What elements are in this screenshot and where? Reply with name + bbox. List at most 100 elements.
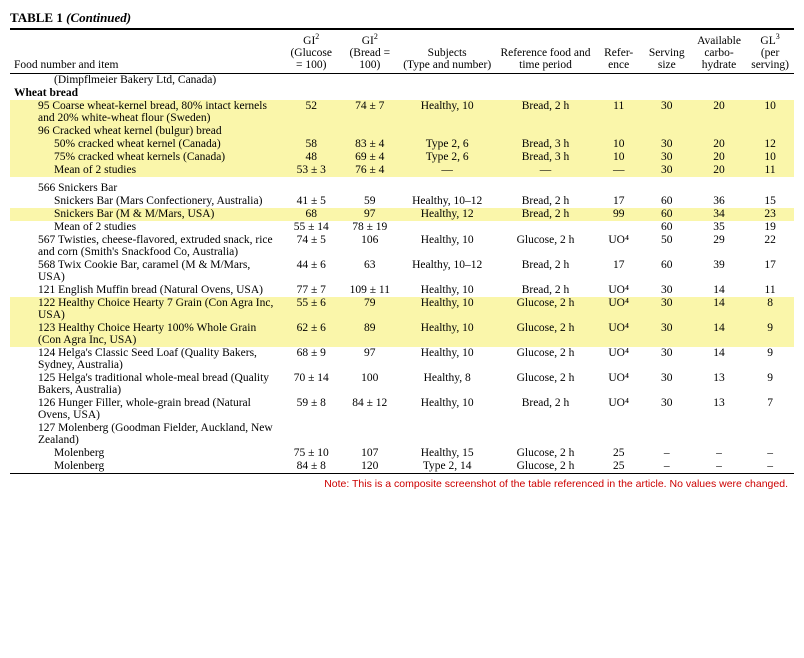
row-cell: 14 [692, 347, 746, 372]
row-cell: 13 [692, 397, 746, 422]
row-item: Mean of 2 studies [10, 164, 282, 177]
row-cell: Bread, 2 h [495, 208, 595, 221]
row-cell: 30 [642, 397, 692, 422]
row-cell [746, 182, 794, 195]
row-cell: 99 [596, 208, 642, 221]
th-serving: Serving size [642, 29, 692, 73]
table-row: 567 Twisties, cheese-flavored, extruded … [10, 234, 794, 259]
row-cell: Bread, 2 h [495, 397, 595, 422]
row-cell: UO⁴ [596, 234, 642, 259]
row-cell: 22 [746, 234, 794, 259]
row-cell [495, 221, 595, 234]
row-cell: 10 [596, 151, 642, 164]
table-row: 125 Helga's traditional whole-meal bread… [10, 372, 794, 397]
row-cell [596, 422, 642, 447]
row-cell [282, 87, 341, 100]
row-cell [642, 125, 692, 138]
row-cell: 15 [746, 195, 794, 208]
row-cell: 89 [341, 322, 400, 347]
table-row: 95 Coarse wheat-kernel bread, 80% intact… [10, 100, 794, 125]
row-cell [692, 182, 746, 195]
row-cell [746, 87, 794, 100]
footnote: Note: This is a composite screenshot of … [10, 478, 794, 490]
row-cell: 10 [746, 151, 794, 164]
row-cell: 23 [746, 208, 794, 221]
table-row: 126 Hunger Filler, whole-grain bread (Na… [10, 397, 794, 422]
row-cell: Glucose, 2 h [495, 234, 595, 259]
row-cell: 60 [642, 195, 692, 208]
row-cell: 109 ± 11 [341, 284, 400, 297]
row-item: 123 Healthy Choice Hearty 100% Whole Gra… [10, 322, 282, 347]
row-cell: 55 ± 6 [282, 297, 341, 322]
row-item: 124 Helga's Classic Seed Loaf (Quality B… [10, 347, 282, 372]
row-cell: 25 [596, 447, 642, 460]
row-cell: Type 2, 14 [399, 460, 495, 474]
table-row: 566 Snickers Bar [10, 182, 794, 195]
row-cell: 62 ± 6 [282, 322, 341, 347]
row-cell: 34 [692, 208, 746, 221]
row-cell [642, 87, 692, 100]
row-cell: 11 [596, 100, 642, 125]
row-cell: Healthy, 10–12 [399, 259, 495, 284]
row-cell: 84 ± 8 [282, 460, 341, 474]
row-cell: Healthy, 10 [399, 297, 495, 322]
table-row: Mean of 2 studies55 ± 1478 ± 19603519 [10, 221, 794, 234]
th-gi-bread: GI2(Bread = 100) [341, 29, 400, 73]
row-cell: Glucose, 2 h [495, 322, 595, 347]
th-ref: Refer-ence [596, 29, 642, 73]
row-cell: 44 ± 6 [282, 259, 341, 284]
row-item: 95 Coarse wheat-kernel bread, 80% intact… [10, 100, 282, 125]
row-cell: – [692, 447, 746, 460]
row-item: 75% cracked wheat kernels (Canada) [10, 151, 282, 164]
row-cell: 50 [642, 234, 692, 259]
table-row: Wheat bread [10, 87, 794, 100]
row-cell: 11 [746, 284, 794, 297]
row-cell: 30 [642, 100, 692, 125]
row-cell: 74 ± 7 [341, 100, 400, 125]
row-cell [596, 221, 642, 234]
row-cell [282, 73, 341, 87]
row-cell: Glucose, 2 h [495, 347, 595, 372]
row-cell: Healthy, 10 [399, 347, 495, 372]
title-suffix: (Continued) [66, 10, 131, 25]
row-cell: 20 [692, 164, 746, 177]
row-cell: 30 [642, 164, 692, 177]
row-cell: 10 [596, 138, 642, 151]
row-cell: 68 [282, 208, 341, 221]
row-cell: 30 [642, 138, 692, 151]
row-cell: 14 [692, 297, 746, 322]
row-item: (Dimpflmeier Bakery Ltd, Canada) [10, 73, 282, 87]
row-cell [282, 125, 341, 138]
th-food: Food number and item [10, 29, 282, 73]
row-cell: 74 ± 5 [282, 234, 341, 259]
row-cell: 30 [642, 297, 692, 322]
row-cell: 30 [642, 284, 692, 297]
row-cell: 68 ± 9 [282, 347, 341, 372]
row-cell: 14 [692, 284, 746, 297]
row-item: 121 English Muffin bread (Natural Ovens,… [10, 284, 282, 297]
row-cell [495, 73, 595, 87]
row-cell: Healthy, 10 [399, 234, 495, 259]
row-cell: UO⁴ [596, 297, 642, 322]
row-cell [642, 422, 692, 447]
row-cell: 60 [642, 259, 692, 284]
row-item: 568 Twix Cookie Bar, caramel (M & M/Mars… [10, 259, 282, 284]
th-carbo: Available carbo-hydrate [692, 29, 746, 73]
row-item: Wheat bread [10, 87, 282, 100]
row-cell: 20 [692, 100, 746, 125]
row-item: 566 Snickers Bar [10, 182, 282, 195]
row-cell: 59 ± 8 [282, 397, 341, 422]
row-cell [692, 87, 746, 100]
row-cell: – [642, 460, 692, 474]
row-cell: 53 ± 3 [282, 164, 341, 177]
table-row: 75% cracked wheat kernels (Canada)4869 ±… [10, 151, 794, 164]
row-cell [282, 182, 341, 195]
row-cell: – [692, 460, 746, 474]
table-row: Mean of 2 studies53 ± 376 ± 4———302011 [10, 164, 794, 177]
row-item: Molenberg [10, 447, 282, 460]
row-cell: 17 [596, 259, 642, 284]
row-cell: 76 ± 4 [341, 164, 400, 177]
row-cell: 69 ± 4 [341, 151, 400, 164]
row-item: Molenberg [10, 460, 282, 474]
row-cell: 17 [746, 259, 794, 284]
